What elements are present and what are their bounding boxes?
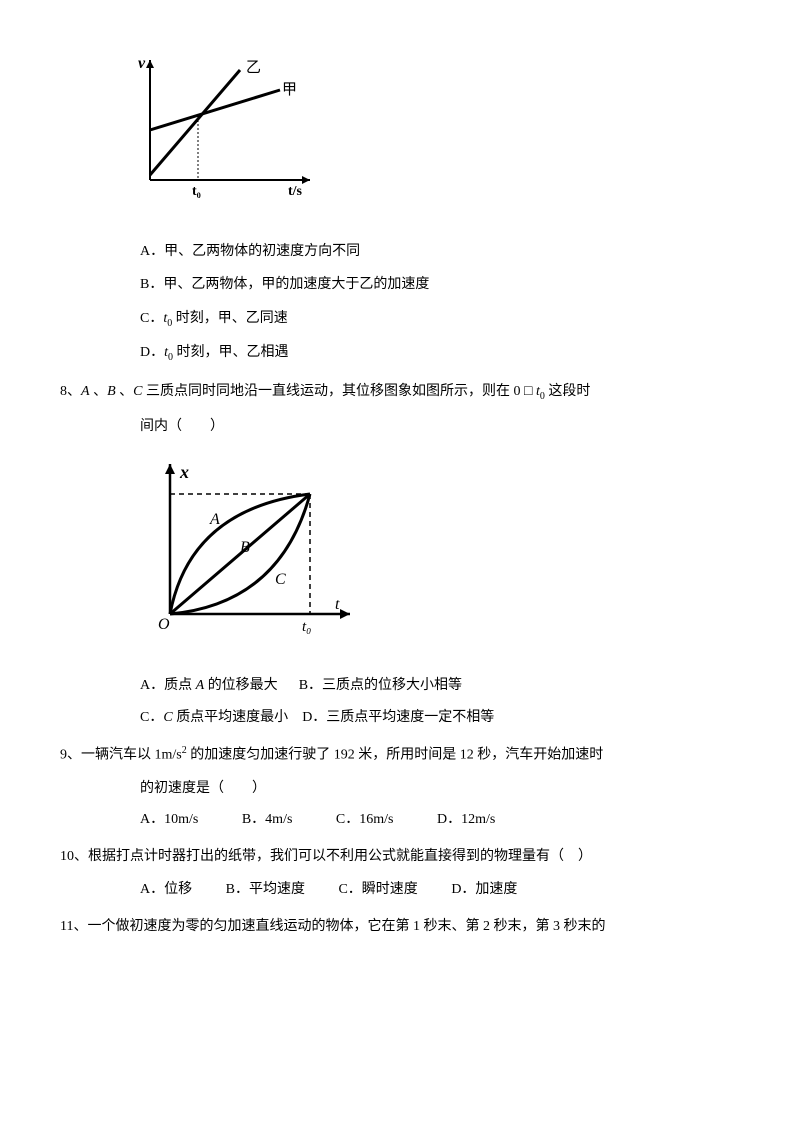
xt-graph-svg: x A B C O t t₀ [140, 454, 360, 644]
q9-opt-d: D．12m/s [437, 807, 495, 832]
vt-graph-svg: v 乙 甲 t₀ t/s [120, 50, 320, 210]
q8-opt-d: D．三质点平均速度一定不相等 [302, 710, 494, 725]
q7-option-b: B．甲、乙两物体，甲的加速度大于乙的加速度 [140, 272, 740, 297]
q7c-rest: 时刻，甲、乙同速 [172, 311, 288, 326]
q8-sep1: 、 [90, 384, 108, 399]
line-jia-label: 甲 [282, 82, 297, 98]
q8-opt-c: C．C 质点平均速度最小 [140, 710, 288, 725]
q11-text: 一个做初速度为零的匀加速直线运动的物体，它在第 1 秒末、第 2 秒末，第 3 … [87, 919, 605, 934]
q9-opt-a: A．10m/s [140, 807, 198, 832]
q8a-pre: A．质点 [140, 678, 196, 693]
q7c-prefix: C． [140, 311, 163, 326]
q9-t1: 一辆汽车以 1m/s [81, 747, 182, 762]
q10-options: A．位移 B．平均速度 C．瞬时速度 D．加速度 [140, 877, 740, 902]
q10-opt-b: B．平均速度 [226, 877, 305, 902]
q8-a: A [81, 384, 90, 399]
q9-t2: 的加速度匀加速行驶了 192 米，所用时间是 12 秒，汽车开始加速时 [187, 747, 604, 762]
q8-options-row2: C．C 质点平均速度最小 D．三质点平均速度一定不相等 [140, 705, 740, 730]
y-axis-label: v [138, 55, 146, 72]
figure-vt-graph: v 乙 甲 t₀ t/s [120, 50, 740, 219]
q8c-i: C [163, 710, 172, 725]
q7-option-c: C．t0 时刻，甲、乙同速 [140, 306, 740, 333]
tick-t0: t₀ [192, 184, 201, 199]
q9-line2: 的初速度是（ ） [140, 776, 740, 801]
q8-opt-b: B．三质点的位移大小相等 [299, 678, 462, 693]
q8-b: B [107, 384, 116, 399]
q10-opt-c: C．瞬时速度 [338, 877, 417, 902]
q9-opt-c: C．16m/s [336, 807, 394, 832]
q8-opt-a: A．质点 A 的位移最大 [140, 678, 278, 693]
question-10: 10、根据打点计时器打出的纸带，我们可以不利用公式就能直接得到的物理量有（ ） [60, 844, 740, 869]
question-9: 9、一辆汽车以 1m/s2 的加速度匀加速行驶了 192 米，所用时间是 12 … [60, 742, 740, 768]
origin-label: O [158, 616, 170, 633]
curve-b-label: B [240, 539, 250, 556]
q8-text1: 三质点同时同地沿一直线运动，其位移图象如图所示，则在 0 □ [142, 384, 535, 399]
q8-sep2: 、 [116, 384, 134, 399]
q9-opt-b: B．4m/s [242, 807, 293, 832]
line-yi-label: 乙 [246, 60, 261, 76]
q7-option-d: D．t0 时刻，甲、乙相遇 [140, 340, 740, 367]
q8-num: 8、 [60, 384, 81, 399]
curve-c-label: C [275, 571, 286, 588]
q10-opt-d: D．加速度 [451, 877, 517, 902]
question-11: 11、一个做初速度为零的匀加速直线运动的物体，它在第 1 秒末、第 2 秒末，第… [60, 914, 740, 939]
q9-num: 9、 [60, 747, 81, 762]
q7-option-a: A．甲、乙两物体的初速度方向不同 [140, 239, 740, 264]
curve-a-label: A [209, 511, 220, 528]
x-axis-t: t [335, 596, 340, 613]
y-axis-x: x [179, 462, 189, 482]
q10-text: 根据打点计时器打出的纸带，我们可以不利用公式就能直接得到的物理量有（ ） [88, 849, 592, 864]
q8a-post: 的位移最大 [204, 678, 278, 693]
x-axis-label: t/s [288, 184, 303, 199]
q8c-post: 质点平均速度最小 [173, 710, 289, 725]
question-8: 8、A 、B 、C 三质点同时同地沿一直线运动，其位移图象如图所示，则在 0 □… [60, 379, 740, 406]
q10-num: 10、 [60, 849, 88, 864]
q8c-pre: C． [140, 710, 163, 725]
q8a-i: A [196, 678, 205, 693]
q9-options: A．10m/s B．4m/s C．16m/s D．12m/s [140, 807, 740, 832]
q7d-prefix: D． [140, 345, 164, 360]
tick-t0-2: t₀ [302, 619, 311, 635]
q8-options-row1: A．质点 A 的位移最大 B．三质点的位移大小相等 [140, 673, 740, 698]
q11-num: 11、 [60, 919, 87, 934]
q8-text2: 这段时 [545, 384, 591, 399]
q8-line2: 间内（ ） [140, 414, 740, 439]
figure-xt-graph: x A B C O t t₀ [140, 454, 740, 653]
q7d-rest: 时刻，甲、乙相遇 [173, 345, 289, 360]
q10-opt-a: A．位移 [140, 877, 192, 902]
